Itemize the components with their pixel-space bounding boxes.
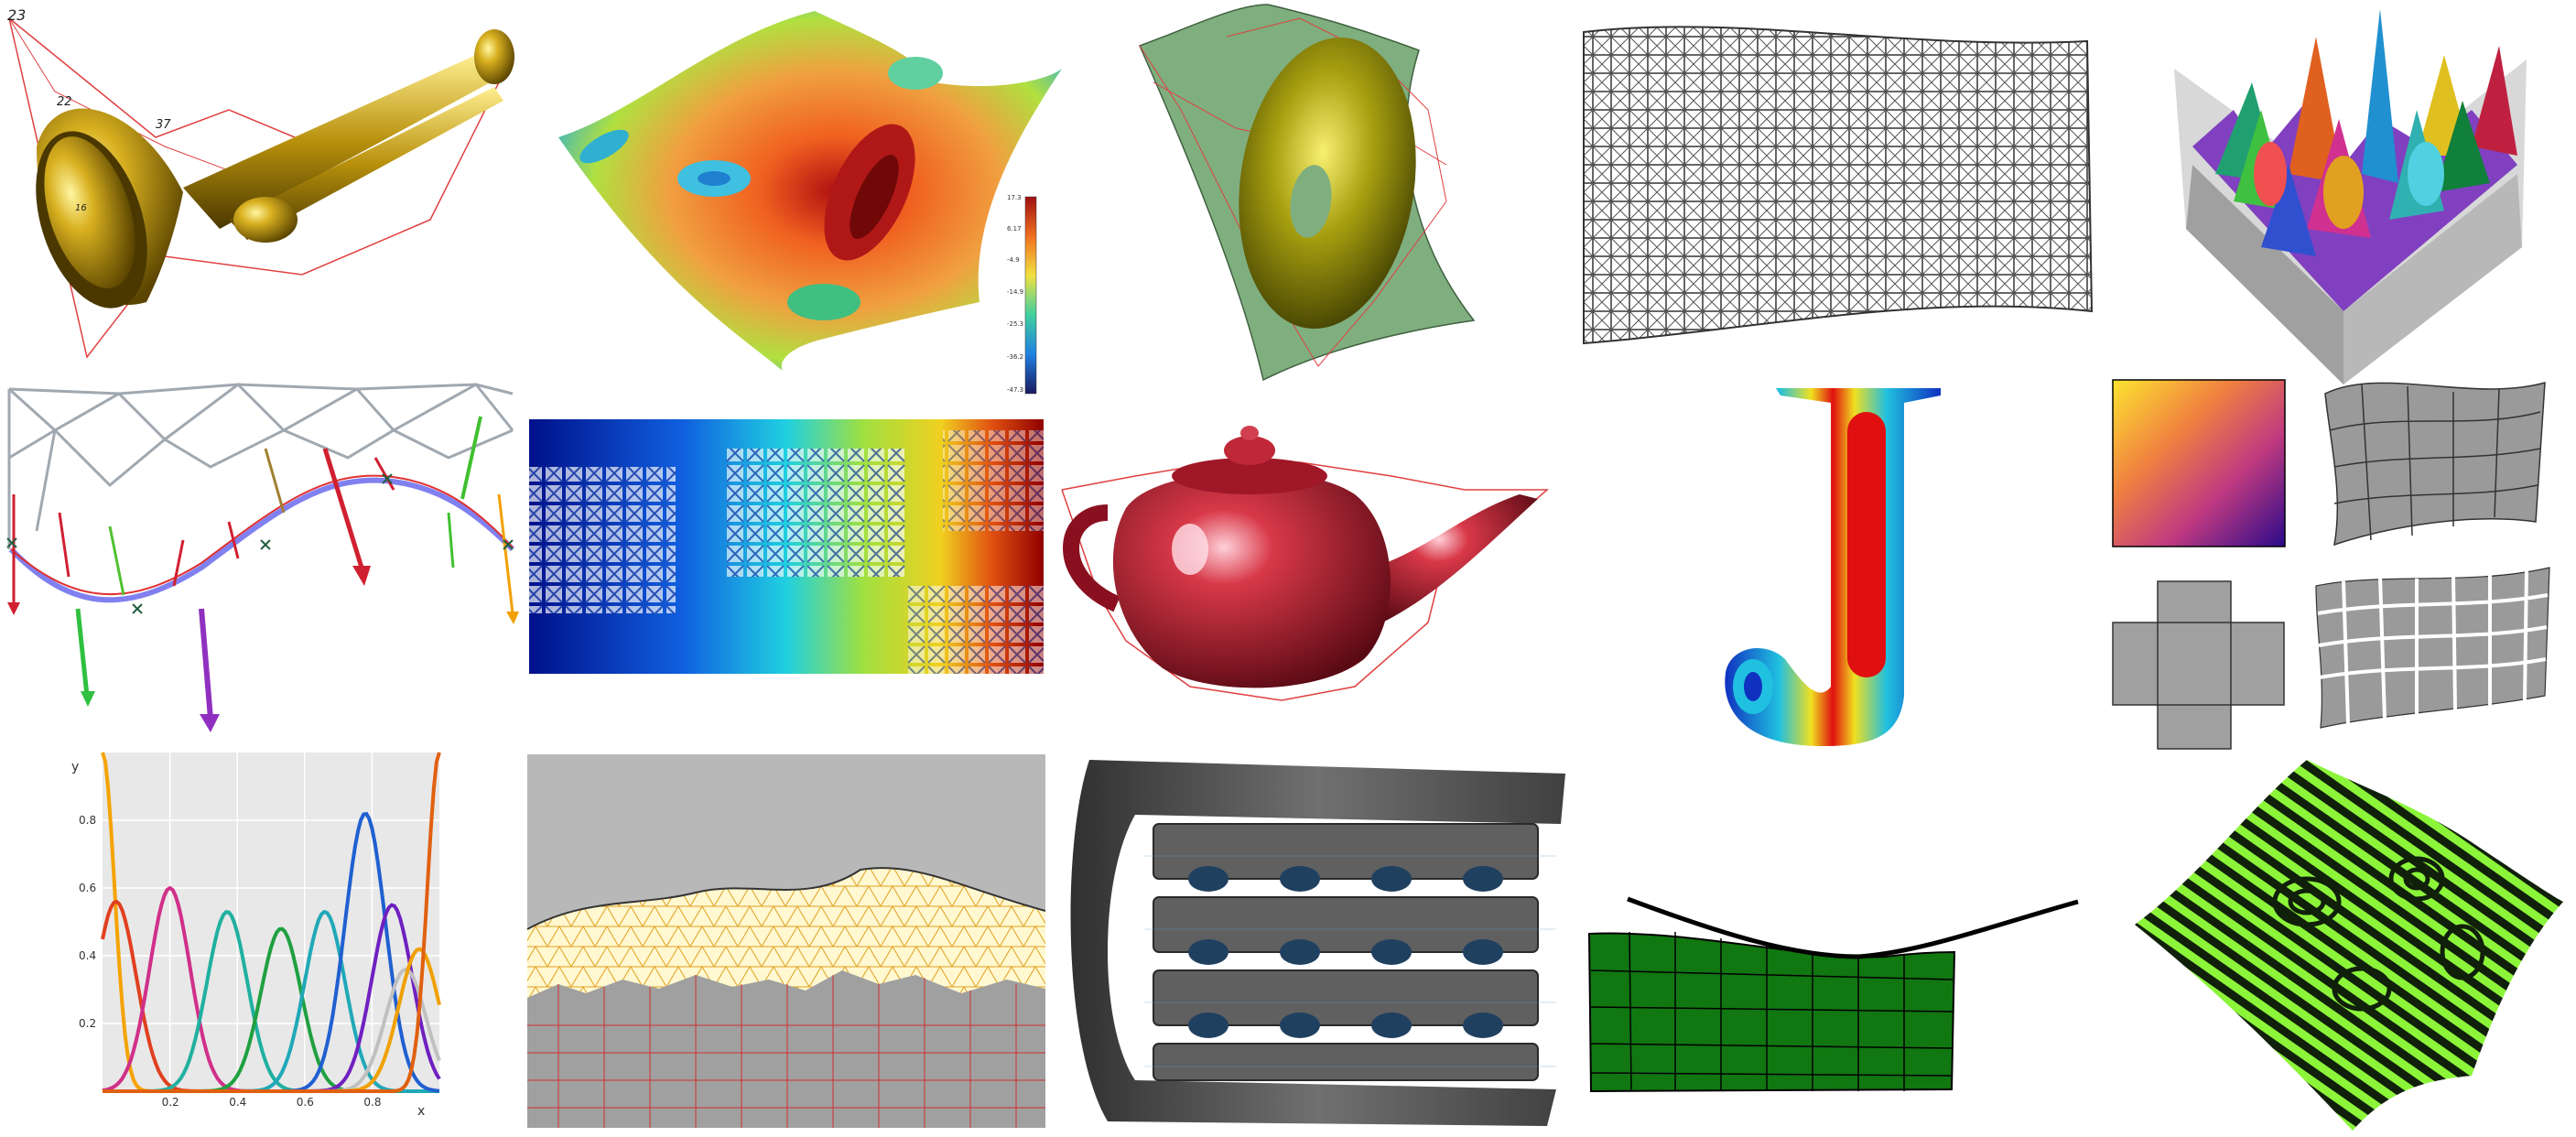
plot-x-label: x (417, 1104, 425, 1119)
colorbar-tick: -47.3 (1007, 386, 1023, 394)
colorbar-tick: -4.9 (1007, 256, 1020, 264)
trumpet-panel: 23 22 37 16 (7, 6, 514, 359)
colorbar-tick: -36.2 (1007, 353, 1023, 361)
plasma-square-panel (2112, 379, 2286, 547)
plot-series (101, 752, 441, 1093)
torus-panel (1138, 4, 1476, 382)
plot-y-ticks: 0.2 0.4 0.6 0.8 (79, 814, 96, 1030)
plot-x-ticks: 0.2 0.4 0.6 0.8 (162, 1096, 382, 1109)
colorbar-tick: -14.9 (1007, 288, 1023, 296)
jet-lattice-panel (529, 419, 1044, 674)
membrane-arrows-panel (6, 383, 519, 732)
j-letter-panel (1725, 388, 1941, 746)
x-tick-label: 0.2 (162, 1096, 179, 1109)
y-tick-label: 0.8 (79, 814, 96, 827)
plot-series-line (103, 752, 441, 1093)
y-tick-label: 0.4 (79, 949, 96, 962)
trumpet-label: 22 (57, 95, 72, 109)
cylinder-solid-panel (1070, 760, 1565, 1126)
wavy-mesh-panel (526, 754, 1046, 1128)
gray-grid-panel (2112, 381, 2550, 750)
heat-surface-panel: 17.3 6.17 -4.9 -14.9 -25.3 -36.2 -47.3 (558, 11, 1062, 395)
trumpet-label: 37 (156, 118, 171, 132)
y-tick-label: 0.2 (79, 1017, 96, 1030)
plot-y-label: y (71, 760, 79, 774)
trumpet-label: 16 (75, 203, 87, 213)
colorbar-tick: 17.3 (1007, 194, 1022, 201)
trumpet-label: 23 (7, 6, 26, 24)
lattice-panel (1583, 26, 2094, 345)
x-tick-label: 0.8 (363, 1096, 381, 1109)
colorbar-tick: 6.17 (1007, 225, 1022, 233)
colorbar-tick: -25.3 (1007, 320, 1023, 328)
teapot-panel (1061, 426, 1549, 701)
zebra-surface-panel (2135, 760, 2563, 1131)
contact-block-panel (1587, 896, 2079, 1093)
basis-function-plot: 0.2 0.4 0.6 0.8 0.2 0.4 0.6 0.8 y x (71, 752, 441, 1119)
x-tick-label: 0.4 (229, 1096, 246, 1109)
x-tick-label: 0.6 (297, 1096, 314, 1109)
spike-box-panel (2174, 9, 2527, 384)
y-tick-label: 0.6 (79, 882, 96, 894)
